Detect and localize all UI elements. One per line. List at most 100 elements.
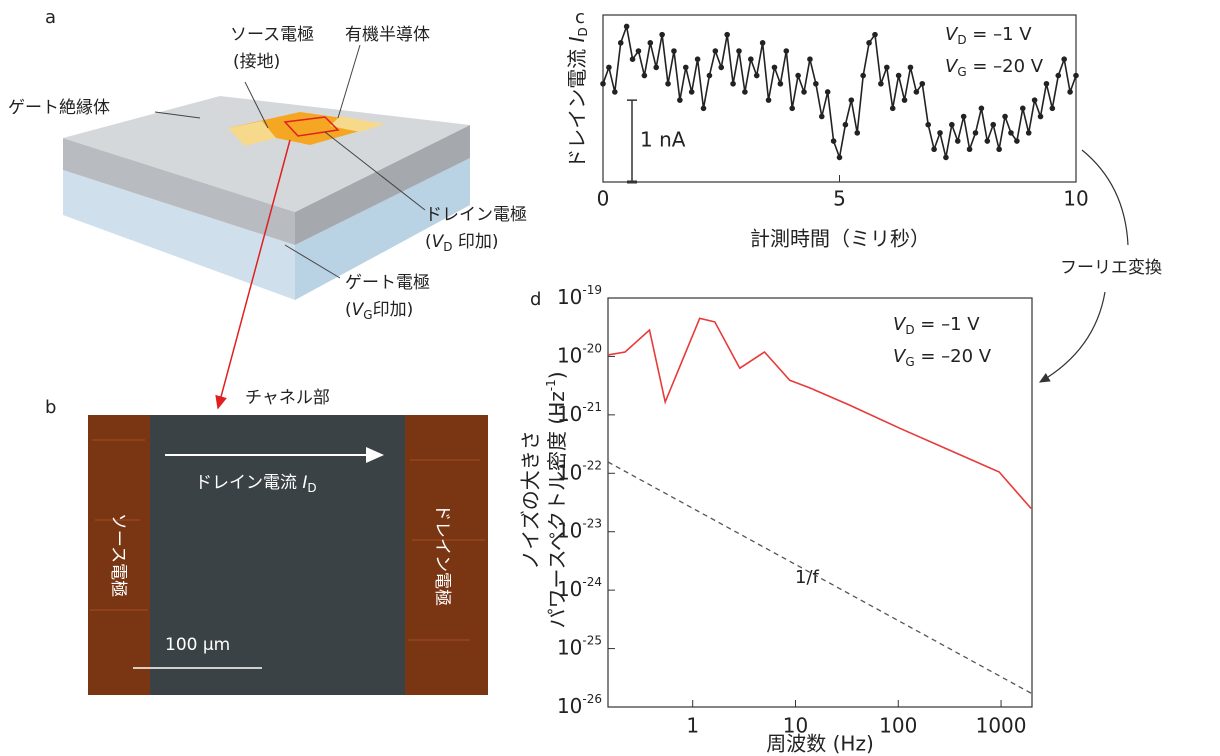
- text-part: -25: [582, 633, 602, 647]
- text-part: -1: [544, 379, 558, 391]
- text-part: D: [576, 27, 590, 36]
- data-point: [884, 65, 890, 71]
- series-line: [608, 462, 1031, 693]
- text-part: G: [363, 308, 372, 322]
- data-point: [648, 40, 654, 46]
- data-point: [754, 73, 760, 79]
- data-point: [1002, 114, 1008, 120]
- figure: a ソース電極 (接地) 有機半導体 ゲート絶縁体 ドレイン電極 (VD 印加)…: [0, 0, 1220, 756]
- data-point: [1020, 106, 1026, 112]
- page: { "panel_a": {"label": "a", "source_elec…: [0, 0, 1220, 756]
- data-point: [902, 97, 908, 103]
- text-part: = –1 V: [967, 24, 1033, 45]
- data-point: [1073, 73, 1079, 79]
- label: 100 μm: [165, 635, 230, 655]
- text-part: G: [957, 65, 966, 79]
- label: (接地): [233, 52, 280, 72]
- data-point: [801, 89, 807, 95]
- text-part: -19: [582, 283, 602, 297]
- label: ソース電極: [108, 513, 128, 597]
- data-point: [736, 48, 742, 54]
- text-part: = –1 V: [915, 314, 981, 335]
- data-point: [772, 65, 778, 71]
- data-point: [606, 65, 612, 71]
- text-part: D: [957, 33, 966, 47]
- y-axis-label: ノイズの大きさ: [519, 430, 543, 569]
- y-tick-label: 10-26: [557, 692, 602, 718]
- x-tick-label: 5: [833, 187, 846, 211]
- panel-label: c: [575, 7, 585, 28]
- data-point: [653, 65, 659, 71]
- data-point: [1067, 89, 1073, 95]
- x-tick-label: 1000: [976, 714, 1027, 738]
- data-point: [860, 73, 866, 79]
- text-part: (: [345, 300, 352, 320]
- data-point: [778, 81, 784, 87]
- text-part: D: [443, 240, 452, 254]
- text-part: 10: [557, 635, 582, 659]
- x-tick-label: 100: [879, 714, 917, 738]
- label: 有機半導体: [345, 25, 430, 45]
- condition: VG = –20 V: [945, 56, 1044, 79]
- y-axis-label: ドレイン電流 ID: [565, 27, 590, 169]
- data-point: [896, 73, 902, 79]
- data-point: [919, 81, 925, 87]
- data-point: [1038, 114, 1044, 120]
- data-point: [730, 81, 736, 87]
- data-point: [949, 122, 955, 128]
- data-point: [914, 89, 920, 95]
- data-point: [1061, 56, 1067, 62]
- data-point: [943, 155, 949, 161]
- data-point: [1026, 130, 1032, 136]
- label: ゲート電極: [345, 273, 430, 293]
- data-point: [724, 32, 730, 38]
- data-point: [713, 48, 719, 54]
- data-point: [849, 97, 855, 103]
- text-part: ドレイン電流: [565, 42, 589, 168]
- data-point: [742, 89, 748, 95]
- data-point: [748, 56, 754, 62]
- data-point: [831, 138, 837, 144]
- data-point: [689, 89, 695, 95]
- data-point: [979, 106, 985, 112]
- data-point: [718, 65, 724, 71]
- data-point: [659, 32, 665, 38]
- data-point: [1055, 73, 1061, 79]
- text-part: 10: [557, 285, 582, 309]
- text-part: ドレイン電流: [195, 473, 302, 493]
- label: ゲート絶縁体: [8, 98, 110, 118]
- text-part: -22: [582, 458, 602, 472]
- data-point: [795, 73, 801, 79]
- arrow: [1040, 292, 1105, 382]
- data-point: [854, 130, 860, 136]
- data-point: [707, 73, 713, 79]
- text-part: -26: [582, 692, 602, 706]
- label: ドレイン電極: [425, 205, 527, 225]
- text-part: = –20 V: [967, 56, 1044, 77]
- data-point: [819, 114, 825, 120]
- data-point: [1032, 97, 1038, 103]
- data-point: [825, 89, 831, 95]
- data-point: [642, 73, 648, 79]
- data-point: [760, 40, 766, 46]
- label: (VG印加): [345, 300, 413, 322]
- label: ソース電極: [230, 25, 314, 45]
- panel-label: a: [45, 7, 56, 28]
- panel-label: d: [530, 289, 541, 310]
- data-point: [600, 81, 606, 87]
- data-point: [1014, 138, 1020, 144]
- x-tick-label: 10: [1063, 187, 1088, 211]
- data-point: [618, 40, 624, 46]
- text-part: -23: [582, 516, 602, 530]
- data-point: [766, 97, 772, 103]
- label: (VD 印加): [425, 232, 499, 254]
- text-part: 印加): [373, 300, 414, 320]
- text-part: パワースペクトル密度 (Hz: [545, 391, 569, 628]
- text-part: G: [905, 355, 914, 369]
- text-part: (: [425, 232, 432, 252]
- data-point: [701, 106, 707, 112]
- text-part: D: [905, 323, 914, 337]
- data-point: [671, 48, 677, 54]
- data-point: [807, 56, 813, 62]
- data-point: [789, 106, 795, 112]
